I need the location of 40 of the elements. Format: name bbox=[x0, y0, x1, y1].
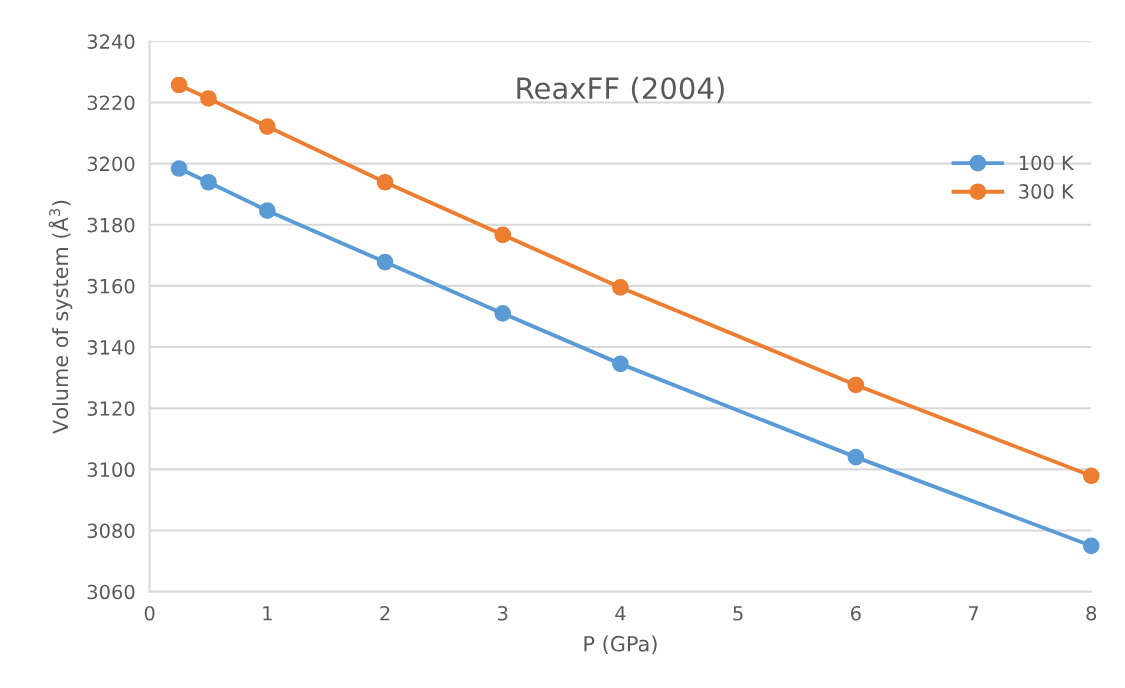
point bbox=[200, 173, 217, 191]
point bbox=[170, 160, 188, 177]
x-tick-label: 5 bbox=[733, 606, 743, 621]
y-tick-label: 3160 bbox=[87, 278, 135, 294]
x-tick-label: 7 bbox=[968, 606, 979, 621]
y-tick-label: 3080 bbox=[87, 523, 135, 539]
x-tick-label: 6 bbox=[851, 605, 861, 621]
y-tick-label: 3060 bbox=[87, 584, 135, 600]
legend-label: 100 K bbox=[1019, 155, 1075, 171]
x-tick-label: 1 bbox=[263, 606, 272, 621]
x-tick-label: 0 bbox=[144, 605, 155, 621]
point bbox=[494, 305, 512, 322]
x-tick-label: 4 bbox=[615, 606, 626, 621]
text: ReaxFF (2004) bbox=[517, 76, 724, 103]
legend-label: 300 K bbox=[1019, 184, 1075, 199]
point bbox=[494, 226, 512, 244]
point bbox=[170, 76, 188, 94]
point bbox=[376, 253, 394, 271]
point bbox=[258, 202, 276, 220]
x-tick-label: 8 bbox=[1086, 605, 1097, 621]
point bbox=[847, 448, 865, 466]
y-tick-label: 3220 bbox=[87, 95, 135, 111]
point bbox=[847, 376, 865, 394]
point bbox=[258, 118, 276, 135]
x-tick-label: 3 bbox=[498, 605, 508, 621]
y-axis-title: Volume of system (Å$^{3}$) bbox=[48, 200, 73, 434]
y-tick-label: 3180 bbox=[87, 217, 135, 233]
point bbox=[612, 355, 629, 373]
y-tick-label: 3100 bbox=[87, 462, 135, 478]
y-tick-label: 3120 bbox=[87, 401, 135, 416]
x-tick-label: 2 bbox=[380, 605, 390, 621]
point bbox=[376, 173, 394, 191]
point bbox=[612, 279, 629, 296]
x-axis-title: P (GPa) bbox=[584, 635, 657, 655]
point bbox=[1082, 467, 1100, 485]
y-tick-label: 3200 bbox=[87, 156, 135, 172]
point bbox=[200, 90, 217, 107]
y-tick-label: 3140 bbox=[87, 340, 135, 355]
y-tick-label: 3240 bbox=[87, 34, 135, 49]
point bbox=[1082, 537, 1100, 555]
